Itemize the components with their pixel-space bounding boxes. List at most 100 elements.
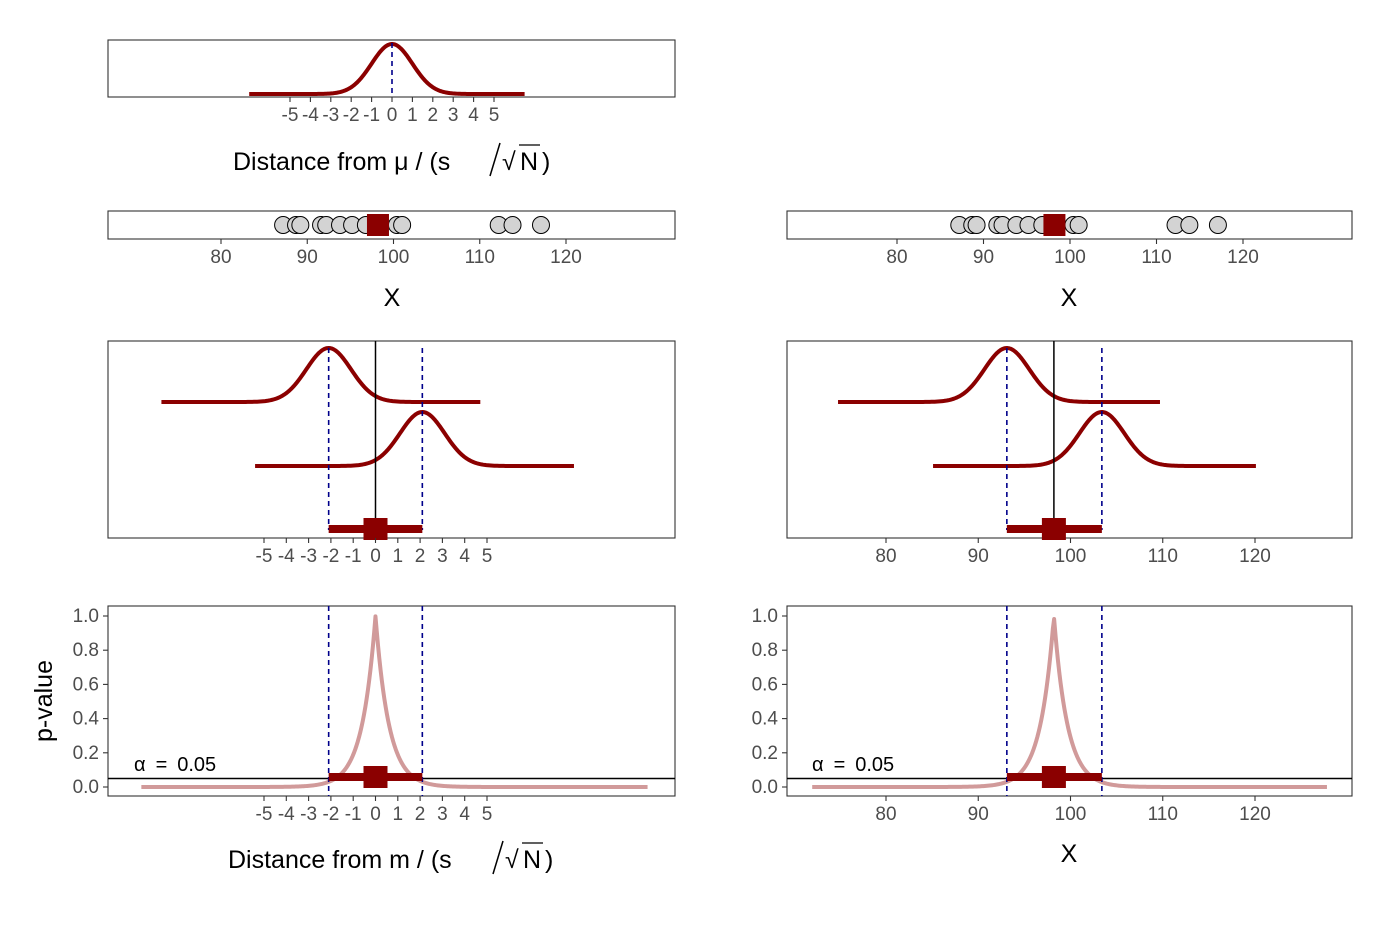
x-title-bottom: Distance from m / (s <box>228 846 452 874</box>
ci-left-xtick-label: 0 <box>370 546 381 567</box>
pvalue-left-pvalue-curve <box>140 614 649 789</box>
pvalue-left-xtick-label: 5 <box>482 804 493 825</box>
sample-left-sample-point <box>291 216 310 234</box>
top-xtick-label: -4 <box>302 105 319 126</box>
top-xtick-label: -5 <box>282 105 299 126</box>
pvalue-right-xtick-label: 100 <box>1055 804 1087 825</box>
pvalue-right-ytick-label: 0.6 <box>752 674 778 695</box>
sample-left-xtick-label: 120 <box>550 247 582 268</box>
sample-left-sample-point <box>393 216 412 234</box>
top-xtick-label: 2 <box>428 105 439 126</box>
pvalue-right-xtick-label: 80 <box>875 804 896 825</box>
pvalue-left-xtick-label: -1 <box>345 804 362 825</box>
sample-left-xtick-label: 110 <box>465 247 495 268</box>
sample-left-xtick-label: 90 <box>297 247 318 268</box>
ci-left-xtick-label: -5 <box>256 546 273 567</box>
ci-right-distribution-curve <box>932 410 1257 468</box>
x-title-bottom-right: X <box>1061 840 1078 868</box>
sample-right-xtick-label: 90 <box>973 247 994 268</box>
ci-right-ci-mean <box>1041 518 1066 540</box>
x-title-top-n: N <box>520 148 538 176</box>
pvalue-right-xtick-label: 110 <box>1148 804 1178 825</box>
pvalue-left-xtick-label: 3 <box>437 804 448 825</box>
pvalue-left-ytick-label: 1.0 <box>73 606 99 627</box>
pvalue-left-ytick-label: 0.2 <box>73 743 99 764</box>
top-distribution-layer: -5 -4 -3 -2 -1 0 1 2 3 4 5 <box>248 42 526 126</box>
x-title-top-slash <box>489 142 501 177</box>
ci-left-xtick-label: -2 <box>322 546 339 567</box>
x-title-bottom-sqrt: √ <box>505 846 519 874</box>
ci-left-xtick-label: 1 <box>393 546 404 567</box>
x-title-sample-right: X <box>1061 284 1078 312</box>
pvalue-right-ytick-label: 0.8 <box>752 640 778 661</box>
y-title-pvalue: p-value <box>30 660 58 742</box>
panel-frame-pvalue-right <box>786 605 1353 797</box>
top-xtick-label: 5 <box>489 105 500 126</box>
ci-left-xtick-label: -3 <box>300 546 317 567</box>
alpha-label-right: α = 0.05 <box>812 754 894 776</box>
top-xtick-label: -1 <box>363 105 380 126</box>
sample-right-xtick-label: 100 <box>1054 247 1086 268</box>
sample-right-sample-point <box>1180 216 1199 234</box>
pvalue-left-xtick-label: 1 <box>393 804 404 825</box>
pvalue-left-ytick-label: 0.0 <box>73 777 99 798</box>
ci-right-xtick-label: 100 <box>1055 546 1087 567</box>
top-xtick-label: 1 <box>407 105 418 126</box>
pvalue-left-xtick-label: 2 <box>415 804 426 825</box>
sample-right-sample-point <box>1208 216 1227 234</box>
pvalue-left-xtick-label: 0 <box>370 804 381 825</box>
sample-left-layer: 80 90 100 110 120 <box>210 214 582 268</box>
sample-left-xtick-label: 80 <box>210 247 231 268</box>
ci-right-xtick-label: 90 <box>968 546 989 567</box>
sample-left-xtick-label: 100 <box>378 247 410 268</box>
alpha-label-left: α = 0.05 <box>134 754 216 776</box>
pvalue-right-ci-mean <box>1041 766 1066 788</box>
ci-left-distribution-curve <box>254 410 575 468</box>
sample-right-xtick-label: 110 <box>1141 247 1171 268</box>
sample-right-xtick-label: 120 <box>1227 247 1259 268</box>
ci-right-distribution-curve <box>837 346 1161 404</box>
pvalue-right-ytick-label: 0.0 <box>752 777 778 798</box>
panel-frame-top <box>107 39 676 98</box>
ci-left-xtick-label: -1 <box>345 546 362 567</box>
ci-right-xtick-label: 120 <box>1239 546 1271 567</box>
pvalue-left-ytick-label: 0.4 <box>73 709 100 730</box>
pvalue-left-ci-mean <box>363 766 388 788</box>
pvalue-left-xtick-label: -5 <box>256 804 273 825</box>
pvalue-right-xtick-label: 120 <box>1239 804 1271 825</box>
pvalue-left-ytick-label: 0.8 <box>73 640 99 661</box>
x-title-top-sqrt: √ <box>502 148 516 176</box>
ci-left-xtick-label: 5 <box>482 546 493 567</box>
ci-left-ci-mean <box>363 518 388 540</box>
x-title-top-close: ) <box>542 148 550 176</box>
pvalue-left-xtick-label: 4 <box>459 804 470 825</box>
sample-left-sample-point <box>531 216 550 234</box>
ci-left-xtick-label: -4 <box>278 546 295 567</box>
pvalue-left-xtick-label: -3 <box>300 804 317 825</box>
sample-right-xtick-label: 80 <box>886 247 907 268</box>
sample-right-layer: 80 90 100 110 120 <box>886 214 1259 268</box>
ci-right-layer: 80 90 100 110 120 <box>837 341 1271 567</box>
sample-left-sample-mean <box>366 214 389 236</box>
pvalue-left-ytick-label: 0.6 <box>73 674 99 695</box>
pvalue-left-layer: -5 -4 -3 -2 -1 0 1 2 3 4 5 0.0 0.2 0.4 0.6 0.8 1.0 <box>73 606 675 825</box>
x-title-bottom-n: N <box>523 846 541 874</box>
pvalue-right-xtick-label: 90 <box>968 804 989 825</box>
ci-left-layer: -5 -4 -3 -2 -1 0 1 2 3 4 5 <box>161 341 575 567</box>
panel-frame-ci-left <box>107 340 676 539</box>
top-distribution-curve <box>248 42 526 96</box>
top-xtick-label: 4 <box>468 105 479 126</box>
pvalue-right-ytick-label: 0.2 <box>752 743 778 764</box>
pvalue-left-xtick-label: -2 <box>322 804 339 825</box>
sample-left-sample-point <box>503 216 522 234</box>
x-title-bottom-close: ) <box>545 846 553 874</box>
ci-right-xtick-label: 80 <box>875 546 896 567</box>
sample-right-sample-point <box>967 216 986 234</box>
panel-frame-pvalue-left <box>107 605 676 797</box>
top-xtick-label: -2 <box>343 105 360 126</box>
ci-left-distribution-curve <box>161 346 481 404</box>
panel-frame-ci-right <box>786 340 1353 539</box>
x-title-bottom-slash <box>492 840 504 875</box>
